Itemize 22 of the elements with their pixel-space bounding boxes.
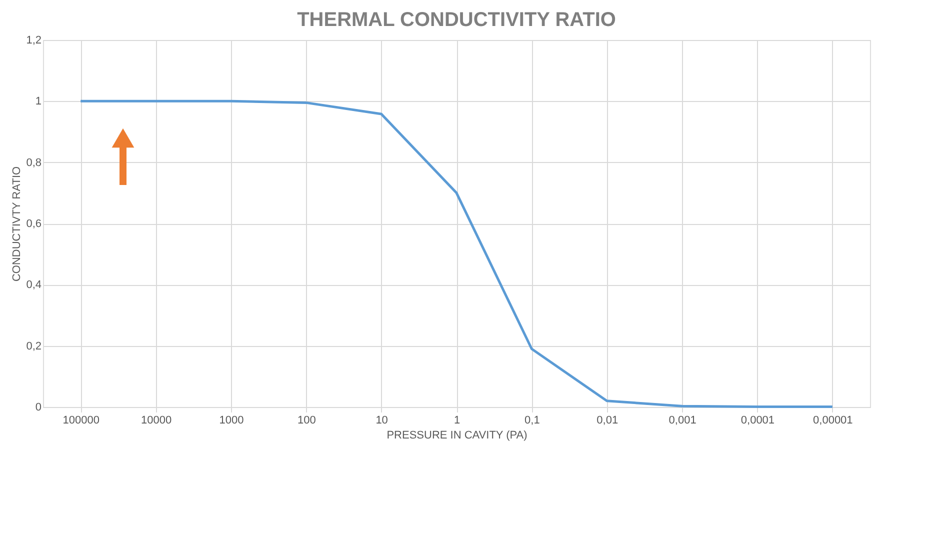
y-tick-label: 0	[35, 402, 42, 414]
x-tick-label: 0,0001	[740, 414, 775, 426]
x-tick-label: 10	[376, 414, 388, 426]
chart-title: THERMAL CONDUCTIVITY RATIO	[297, 9, 616, 31]
x-axis-title: PRESSURE IN CAVITY (PA)	[386, 430, 528, 442]
x-tick-label: 0,00001	[813, 414, 853, 426]
y-tick-label: 0,2	[26, 340, 42, 352]
x-tick-label: 1000	[219, 414, 244, 426]
x-tick-label: 1	[454, 414, 460, 426]
x-tick-label: 0,1	[524, 414, 540, 426]
x-tick-label: 100000	[62, 414, 100, 426]
line-series	[79, 100, 834, 408]
x-tick-label: 0,001	[668, 414, 696, 426]
x-tick-label: 100	[297, 414, 316, 426]
y-tick-label: 0,4	[26, 279, 42, 292]
y-tick-label: 1,2	[26, 34, 42, 46]
x-tick-label: 0,01	[596, 414, 618, 426]
x-tick-label: 10000	[140, 414, 172, 426]
y-tick-label: 0,8	[26, 156, 42, 169]
y-tick-label: 1	[35, 96, 42, 108]
y-tick-label: 0,6	[26, 218, 42, 230]
y-axis-title: CONDUCTIVTY RATIO	[11, 166, 24, 282]
